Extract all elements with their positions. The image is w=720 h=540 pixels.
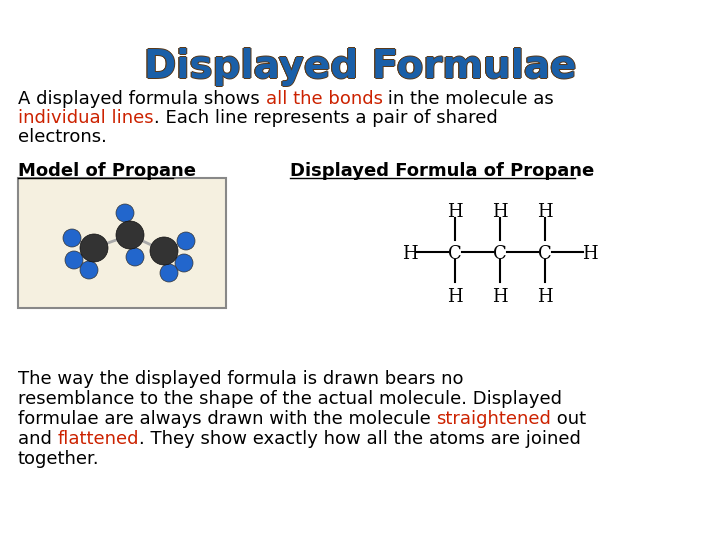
Text: Displayed Formulae: Displayed Formulae (144, 49, 576, 87)
Circle shape (80, 234, 108, 262)
Circle shape (175, 254, 193, 272)
Text: all the bonds: all the bonds (266, 90, 382, 108)
Text: Displayed Formulae: Displayed Formulae (145, 48, 577, 86)
Text: resemblance to the shape of the actual molecule. Displayed: resemblance to the shape of the actual m… (18, 390, 562, 408)
Text: and: and (18, 430, 58, 448)
Text: H: H (582, 245, 598, 263)
Text: Displayed Formulae: Displayed Formulae (144, 47, 576, 85)
Text: formulae are always drawn with the molecule: formulae are always drawn with the molec… (18, 410, 436, 428)
Bar (18, 178, 226, 308)
Text: H: H (447, 203, 463, 221)
Circle shape (80, 261, 98, 279)
Text: Displayed Formulae: Displayed Formulae (144, 48, 576, 86)
Text: . They show exactly how all the atoms are joined: . They show exactly how all the atoms ar… (139, 430, 581, 448)
Text: Displayed Formula of Propane: Displayed Formula of Propane (290, 162, 594, 180)
Text: C: C (538, 245, 552, 263)
Text: H: H (537, 203, 553, 221)
Text: . Each line represents a pair of shared: . Each line represents a pair of shared (153, 109, 498, 127)
Text: Displayed Formulae: Displayed Formulae (144, 48, 577, 85)
Text: C: C (448, 245, 462, 263)
Circle shape (116, 221, 144, 249)
Text: Displayed Formulae: Displayed Formulae (144, 49, 577, 86)
Circle shape (63, 229, 81, 247)
Circle shape (126, 248, 144, 266)
Text: out: out (552, 410, 587, 428)
Circle shape (177, 232, 195, 250)
Circle shape (65, 251, 83, 269)
Circle shape (160, 264, 178, 282)
Circle shape (116, 204, 134, 222)
Circle shape (150, 237, 178, 265)
Text: flattened: flattened (58, 430, 139, 448)
Text: C: C (493, 245, 507, 263)
Text: A displayed formula shows: A displayed formula shows (18, 90, 266, 108)
Text: individual lines: individual lines (18, 109, 153, 127)
Text: H: H (447, 288, 463, 306)
Text: Displayed Formulae: Displayed Formulae (143, 48, 576, 85)
Text: H: H (492, 203, 508, 221)
Text: The way the displayed formula is drawn bears no: The way the displayed formula is drawn b… (18, 370, 464, 388)
Text: straightened: straightened (436, 410, 552, 428)
Text: electrons.: electrons. (18, 128, 107, 146)
Text: H: H (492, 288, 508, 306)
Text: H: H (537, 288, 553, 306)
Text: in the molecule as: in the molecule as (382, 90, 554, 108)
Text: Displayed Formulae: Displayed Formulae (143, 48, 575, 86)
Text: H: H (402, 245, 418, 263)
Text: together.: together. (18, 450, 99, 468)
Text: Displayed Formulae: Displayed Formulae (143, 49, 576, 86)
Text: Model of Propane: Model of Propane (18, 162, 196, 180)
